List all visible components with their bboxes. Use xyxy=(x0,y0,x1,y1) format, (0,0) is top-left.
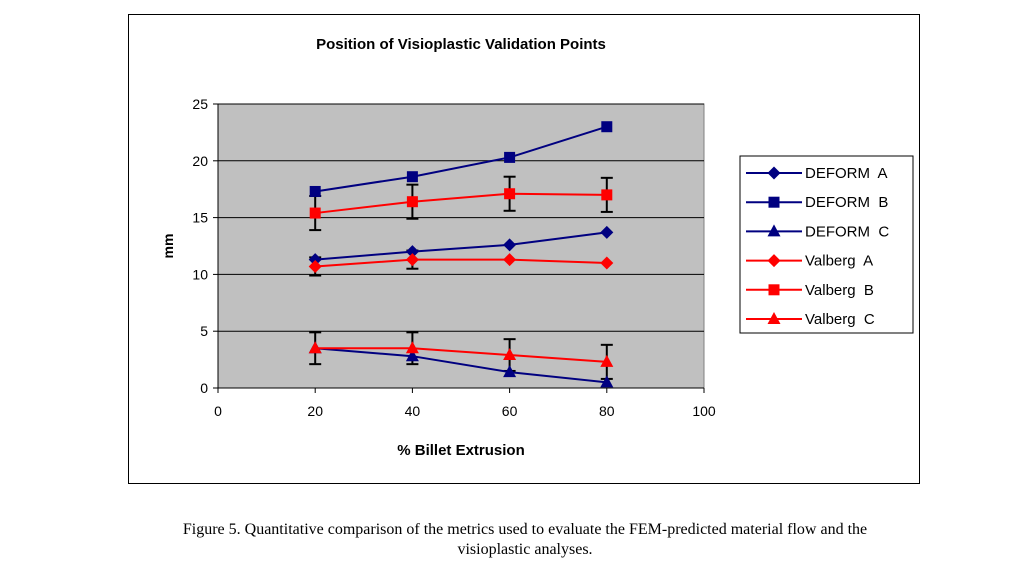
point-s4-p1 xyxy=(406,196,418,208)
point-s0-p0 xyxy=(308,253,322,267)
point-s2-p1 xyxy=(405,349,419,362)
series-line-1 xyxy=(315,125,608,193)
legend-label-2: DEFORM C xyxy=(805,223,889,240)
legend-marker-4 xyxy=(768,284,780,296)
chart-frame: Position of Visioplastic Validation Poin… xyxy=(128,14,920,484)
legend-label-5: Valberg C xyxy=(805,311,875,328)
point-s4-p2 xyxy=(504,188,516,200)
y-tick-label-5: 5 xyxy=(200,323,208,339)
point-s4-p0 xyxy=(309,207,321,219)
point-s2-p2 xyxy=(503,365,517,378)
x-axis-label: % Billet Extrusion xyxy=(397,442,525,459)
series-line-5 xyxy=(315,347,607,363)
point-s3-p1 xyxy=(405,253,419,267)
point-s0-p3 xyxy=(600,225,614,239)
x-tick-label-20: 20 xyxy=(307,403,323,419)
y-tick-label-15: 15 xyxy=(192,210,208,226)
caption-line-2: visioplastic analyses. xyxy=(457,541,593,558)
point-s5-p0 xyxy=(308,341,322,354)
legend-box xyxy=(739,155,914,334)
caption-line-1: Figure 5. Quantitative comparison of the… xyxy=(182,521,868,538)
point-s3-p0 xyxy=(308,259,322,273)
x-tick-label-0: 0 xyxy=(214,403,222,419)
series-line-0 xyxy=(315,231,607,261)
y-tick-label-25: 25 xyxy=(192,96,208,112)
point-s2-p3 xyxy=(600,375,614,388)
x-tick-label-80: 80 xyxy=(599,403,615,419)
x-tick-label-60: 60 xyxy=(502,403,518,419)
legend-marker-0 xyxy=(767,166,781,180)
legend-marker-1 xyxy=(768,196,780,208)
legend-label-0: DEFORM A xyxy=(805,165,888,182)
series-line-4 xyxy=(315,192,607,215)
legend-label-1: DEFORM B xyxy=(805,194,888,211)
point-s0-p1 xyxy=(405,245,419,259)
y-tick-label-0: 0 xyxy=(200,380,208,396)
point-s1-p0 xyxy=(309,185,321,197)
point-s1-p1 xyxy=(406,171,418,183)
legend-marker-5 xyxy=(767,312,781,324)
series-line-2 xyxy=(315,347,607,384)
point-s4-p3 xyxy=(601,189,613,201)
plot-area xyxy=(217,103,705,389)
x-tick-label-40: 40 xyxy=(405,403,421,419)
point-s3-p2 xyxy=(503,253,517,267)
y-tick-label-20: 20 xyxy=(192,153,208,169)
legend-marker-2 xyxy=(767,224,781,237)
y-tick-label-10: 10 xyxy=(192,266,208,282)
legend-marker-3 xyxy=(767,254,781,268)
point-s5-p2 xyxy=(503,348,517,361)
point-s1-p2 xyxy=(504,151,516,163)
x-tick-label-100: 100 xyxy=(692,403,716,419)
point-s5-p1 xyxy=(405,341,419,354)
figure-caption: Figure 5. Quantitative comparison of the… xyxy=(60,520,990,560)
point-s3-p3 xyxy=(600,256,614,270)
series-line-3 xyxy=(315,258,607,268)
legend-label-3: Valberg A xyxy=(805,253,873,270)
y-axis-label: mm xyxy=(160,234,176,259)
legend-label-4: Valberg B xyxy=(805,282,874,299)
point-s0-p2 xyxy=(503,238,517,252)
point-s5-p3 xyxy=(600,354,614,367)
point-s1-p3 xyxy=(601,121,613,133)
chart-title: Position of Visioplastic Validation Poin… xyxy=(316,36,606,53)
chart: Position of Visioplastic Validation Poin… xyxy=(160,36,914,459)
